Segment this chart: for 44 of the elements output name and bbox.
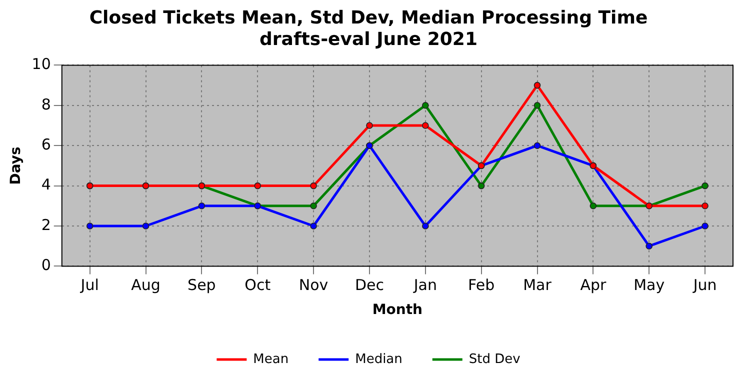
x-tick-label: Feb <box>468 276 495 294</box>
point <box>702 182 708 190</box>
y-tick-label: 6 <box>41 135 51 154</box>
x-tick-label: Aug <box>131 276 160 294</box>
point <box>590 202 597 210</box>
point <box>702 202 708 210</box>
legend-label: Std Dev <box>468 352 521 367</box>
point <box>534 102 541 109</box>
x-tick-label: May <box>634 276 665 294</box>
y-axis-title: Days <box>8 146 24 185</box>
point <box>254 182 262 190</box>
legend-label: Mean <box>253 352 289 367</box>
point <box>422 102 429 109</box>
x-tick-label: Jan <box>412 276 437 294</box>
x-tick-label: Dec <box>354 276 384 294</box>
y-tick-label: 4 <box>41 176 51 194</box>
y-tick-label: 0 <box>41 256 51 274</box>
x-tick-label: Mar <box>523 276 552 294</box>
point <box>646 242 653 250</box>
x-tick-label: Jul <box>80 276 99 294</box>
y-tick-label: 2 <box>41 216 51 234</box>
x-tick-label: Oct <box>244 276 271 294</box>
y-tick-label: 8 <box>41 95 51 114</box>
point <box>310 222 317 230</box>
chart-title: Closed Tickets Mean, Std Dev, Median Processing Time drafts-eval June 2021 <box>89 7 648 50</box>
point <box>142 222 150 230</box>
point <box>310 202 317 210</box>
x-tick-label: Apr <box>580 276 607 294</box>
x-axis-title: Month <box>372 302 423 318</box>
point <box>366 122 373 129</box>
point <box>422 222 429 230</box>
legend-label: Median <box>355 352 402 367</box>
point <box>86 222 94 230</box>
point <box>702 222 708 230</box>
point <box>478 182 485 190</box>
y-tick-label: 10 <box>32 55 51 74</box>
point <box>422 122 429 129</box>
x-tick-label: Sep <box>188 276 216 294</box>
point <box>198 202 206 210</box>
point <box>534 142 541 149</box>
x-tick-label: Jun <box>692 276 717 294</box>
point <box>534 82 541 89</box>
x-tick-label: Nov <box>298 276 328 294</box>
point <box>310 182 317 190</box>
